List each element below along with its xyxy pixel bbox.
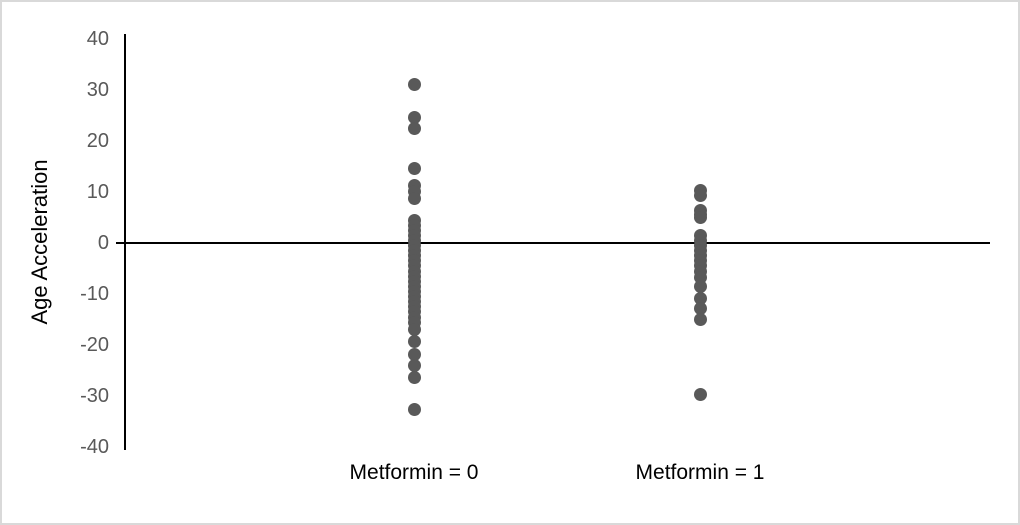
data-point — [693, 291, 707, 305]
x-category-label: Metformin = 0 — [349, 461, 479, 484]
y-tick-label: 40 — [86, 27, 109, 50]
data-point — [693, 387, 707, 401]
data-point — [407, 371, 421, 385]
y-tick-label: -10 — [80, 283, 109, 306]
y-tick-label: -30 — [80, 385, 109, 408]
y-tick-label: -40 — [80, 436, 109, 459]
y-tick-label: 30 — [86, 78, 109, 101]
data-point — [407, 322, 421, 336]
data-point — [407, 162, 421, 176]
y-tick-label: 20 — [86, 129, 109, 152]
y-tick-label: 0 — [97, 232, 109, 254]
data-point — [407, 111, 421, 125]
data-point — [693, 210, 707, 224]
x-category-label: Metformin = 1 — [635, 461, 765, 484]
data-point — [407, 334, 421, 348]
data-point — [693, 312, 707, 326]
data-point — [407, 402, 421, 416]
data-point — [693, 280, 707, 294]
data-point — [407, 78, 421, 92]
x-axis-zero-line — [116, 242, 990, 244]
y-tick-label: 10 — [86, 180, 109, 203]
data-point — [407, 192, 421, 206]
data-point — [407, 347, 421, 361]
data-point — [693, 188, 707, 202]
data-point — [407, 358, 421, 372]
y-tick-label: -20 — [80, 334, 109, 357]
data-point — [693, 302, 707, 316]
data-point — [407, 121, 421, 135]
